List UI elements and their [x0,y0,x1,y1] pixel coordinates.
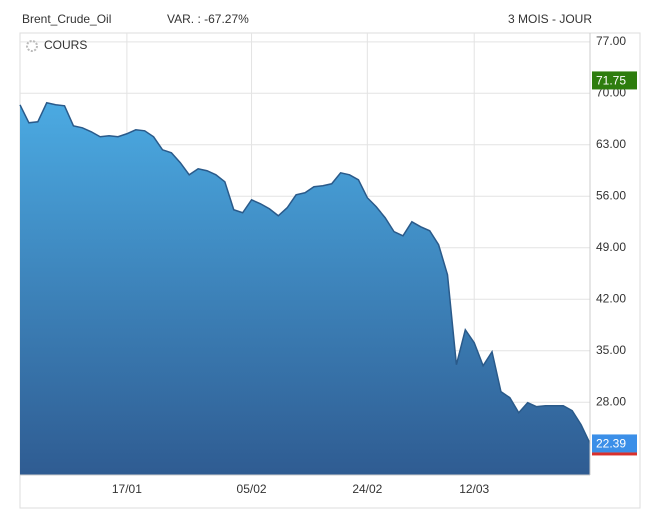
x-tick-label: 12/03 [459,482,489,496]
axes: 28.0035.0042.0049.0056.0063.0070.0077.00… [20,33,637,496]
y-tick-label: 56.00 [596,188,626,202]
x-tick-label: 05/02 [237,482,267,496]
price-tag [592,434,637,453]
x-tick-label: 24/02 [352,482,382,496]
y-tick-label: 77.00 [596,34,626,48]
y-tick-label: 42.00 [596,291,626,305]
price-tag [592,71,637,90]
legend-label: COURS [44,38,87,52]
y-tick-label: 63.00 [596,137,626,151]
price-tag-label: 71.75 [596,74,626,88]
area [20,102,590,476]
plot [19,101,591,476]
y-tick-label: 49.00 [596,240,626,254]
period: 3 MOIS - JOUR [508,12,592,26]
y-tick-label: 28.00 [596,394,626,408]
price-tag-label: 22.39 [596,437,626,451]
y-tick-label: 35.00 [596,343,626,357]
legend-icon [26,40,38,52]
line [19,101,591,444]
x-tick-label: 17/01 [112,482,142,496]
variation: VAR. : -67.27% [167,12,249,26]
chart-title: Brent_Crude_Oil [22,12,111,26]
price-tag-underline [592,452,637,456]
